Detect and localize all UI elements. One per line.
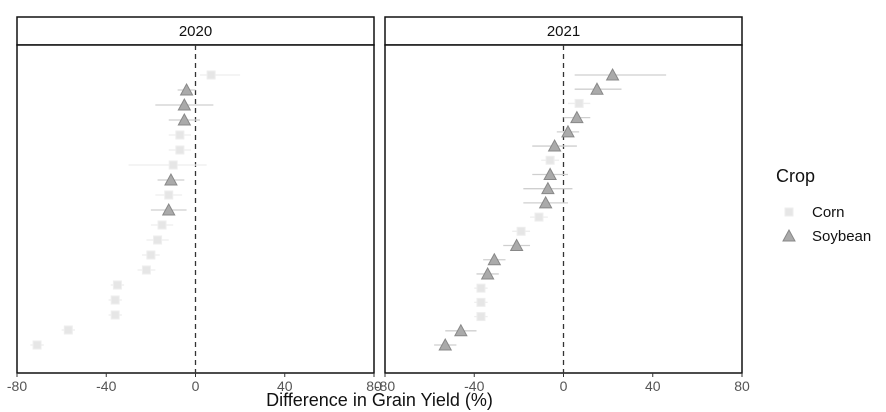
- corn-point: [153, 235, 163, 245]
- soybean-point: [177, 112, 192, 126]
- corn-point: [206, 70, 216, 80]
- soybean-point: [177, 97, 192, 111]
- corn-point: [476, 283, 486, 293]
- legend-key-corn: [784, 207, 794, 217]
- x-tick-label: 0: [560, 378, 568, 394]
- x-tick-label: 0: [192, 378, 200, 394]
- corn-point: [476, 312, 486, 322]
- corn-point: [141, 265, 151, 275]
- corn-point: [516, 226, 526, 236]
- x-tick-label: 80: [734, 378, 750, 394]
- legend-label: Corn: [812, 204, 845, 221]
- soybean-point: [541, 181, 555, 195]
- corn-point: [32, 340, 42, 350]
- soybean-point: [438, 337, 453, 351]
- corn-point: [146, 250, 156, 260]
- soybean-point: [487, 252, 502, 266]
- facet-strip: [384, 16, 743, 46]
- soybean-point: [543, 167, 557, 180]
- soybean-point: [179, 82, 194, 96]
- corn-point: [476, 297, 486, 307]
- legend-title: Crop: [776, 166, 815, 186]
- corn-point: [168, 160, 178, 170]
- x-tick-label: 40: [277, 378, 293, 394]
- corn-point: [545, 155, 555, 165]
- corn-point: [63, 325, 73, 335]
- corn-point: [157, 220, 167, 230]
- soybean-point: [561, 124, 575, 138]
- legend: Crop Corn Soybean: [776, 166, 871, 245]
- x-tick-label: 40: [645, 378, 661, 394]
- corn-point: [574, 98, 584, 108]
- soybean-point: [538, 195, 553, 209]
- soybean-point: [509, 238, 524, 252]
- x-tick-label: -80: [7, 378, 27, 394]
- soybean-point: [164, 172, 178, 186]
- x-tick-label: 80: [366, 378, 382, 394]
- corn-point: [110, 295, 120, 305]
- corn-point: [110, 310, 120, 320]
- soybean-point: [480, 266, 495, 280]
- soybean-point: [547, 139, 562, 152]
- corn-point: [164, 190, 174, 200]
- soybean-point: [570, 110, 584, 124]
- soybean-point: [161, 202, 176, 216]
- corn-point: [175, 145, 185, 155]
- corn-point: [112, 280, 122, 290]
- facet-label: 2020: [179, 23, 212, 40]
- corn-point: [175, 130, 185, 140]
- legend-key-soybean: [782, 228, 796, 242]
- facet-strip: [16, 16, 375, 46]
- soybean-point: [454, 323, 468, 337]
- x-tick-label: -40: [96, 378, 116, 394]
- soybean-point: [605, 67, 620, 81]
- legend-label: Soybean: [812, 228, 871, 245]
- x-tick-label: -40: [464, 378, 484, 394]
- corn-point: [534, 212, 544, 222]
- facet-label: 2021: [547, 23, 580, 40]
- soybean-point: [590, 82, 604, 95]
- x-axis-title: Difference in Grain Yield (%): [266, 390, 493, 410]
- x-tick-label: -80: [375, 378, 395, 394]
